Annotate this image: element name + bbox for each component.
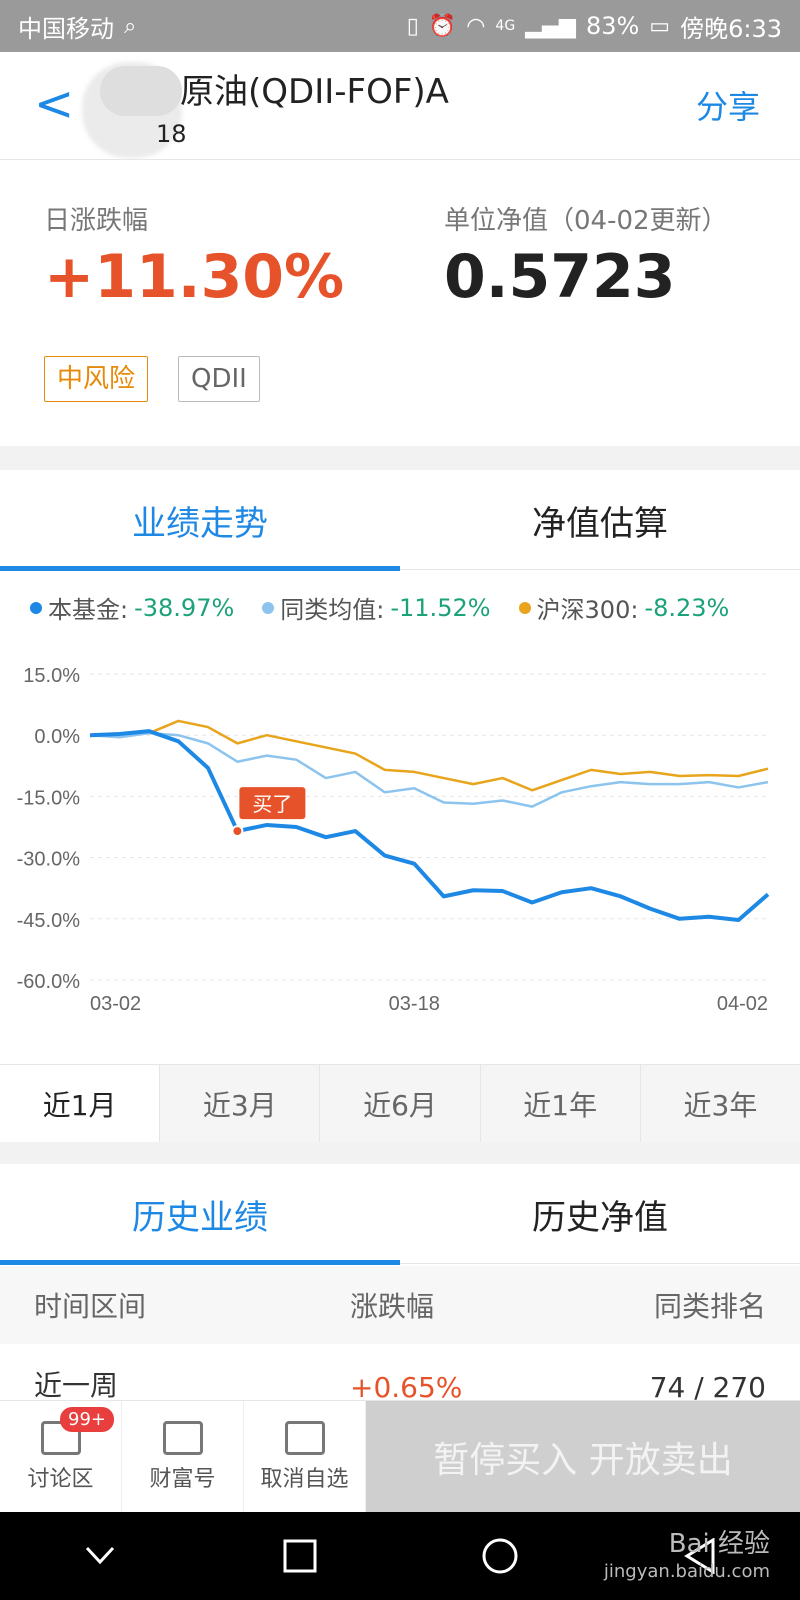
table-row[interactable]: 近一周 +0.65% 74 / 270 [0,1344,800,1404]
y-tick-label: 0.0% [34,726,80,748]
tab-history-performance[interactable]: 历史业绩 [0,1164,400,1265]
x-tick-label: 03-18 [389,993,440,1015]
tab-history-nav[interactable]: 历史净值 [532,1197,668,1238]
legend-value: -38.97% [134,593,235,622]
fund-summary: 日涨跌幅 +11.30% 单位净值（04-02更新） 0.5723 中风险 QD… [0,160,800,446]
row-rank: 74 / 270 [649,1371,766,1404]
nav-label: 单位净值（04-02更新） [444,206,728,236]
wifi-icon: ◠ [466,13,486,39]
buy-annotation-box [239,787,306,820]
carrier-name: 中国移动 [18,14,114,43]
x-tick-label: 03-02 [90,993,141,1015]
store-icon [162,1421,203,1455]
series-line-沪深300 [89,719,769,792]
status-bar: 中国移动 ⌕ ▯ ⏰ ◠ 4G ▂▄▆ 83% ▭ 傍晚6:33 [0,0,800,52]
series-line-本基金 [89,729,770,923]
search-icon: ⌕ [124,13,137,39]
history-card: 历史业绩 历史净值 时间区间 涨跌幅 同类排名 近一周 +0.65% 74 / … [0,1164,800,1404]
y-tick-label: -60.0% [17,971,81,993]
qdii-tag: QDII [178,356,260,402]
trade-button[interactable]: 暂停买入 开放卖出 [366,1401,800,1512]
daily-change-value: +11.30% [44,242,345,312]
range-1m[interactable]: 近1月 [0,1065,160,1142]
battery-icon: ▭ [649,13,671,39]
vibrate-icon: ▯ [406,13,419,39]
y-tick-label: -30.0% [17,849,81,871]
legend-name: 沪深300: [536,596,639,624]
discussion-label: 讨论区 [27,1467,94,1492]
chevron-down-icon[interactable] [80,1536,120,1576]
tab-nav-estimate[interactable]: 净值估算 [532,503,668,544]
unread-badge: 99+ [60,1407,114,1432]
range-selector: 近1月 近3月 近6月 近1年 近3年 [0,1064,800,1142]
unfavorite-label: 取消自选 [260,1467,349,1492]
baidu-watermark: Bai 经验 jingyan.baidu.com [604,1530,770,1586]
legend-dot [518,601,531,614]
buy-annotation-label: 买了 [252,792,292,816]
signal-icon: ▂▄▆ [525,13,576,39]
fund-title: 原油(QDII-FOF)A [180,72,449,112]
bottom-action-bar: 99+ 讨论区 财富号 取消自选 暂停买入 开放卖出 [0,1400,800,1513]
risk-tag: 中风险 [44,356,149,402]
table-header: 时间区间 涨跌幅 同类排名 [0,1266,800,1344]
nav-value: 0.5723 [444,242,676,312]
chart-tabs: 业绩走势 净值估算 [0,470,800,571]
range-3m[interactable]: 近3月 [159,1065,319,1142]
legend-item: 本基金: -38.97% [30,590,234,625]
chevron-left-icon[interactable]: < [34,76,75,132]
legend-value: -8.23% [644,593,730,622]
y-tick-label: 15.0% [23,665,80,687]
minus-box-icon [284,1421,325,1455]
triangle-back-icon[interactable] [680,1536,720,1576]
fund-code: 18 [156,120,187,148]
network-label: 4G [495,18,516,34]
share-button[interactable]: 分享 [695,88,760,126]
performance-chart[interactable]: 15.0% 0.0% -15.0% -30.0% -45.0% -60.0% 03-02 03… [0,660,800,1040]
performance-card: 业绩走势 净值估算 本基金: -38.97% 同类均值: -11.52% 沪深3… [0,470,800,1142]
range-6m[interactable]: 近6月 [319,1065,479,1142]
legend-dot [262,601,275,614]
tab-performance[interactable]: 业绩走势 [0,470,400,571]
header-change: 涨跌幅 [350,1290,435,1323]
legend-name: 同类均值: [280,596,385,624]
circle-icon[interactable] [480,1536,520,1576]
daily-change-label: 日涨跌幅 [44,206,149,236]
wealth-button[interactable]: 财富号 [122,1401,244,1513]
y-tick-label: -45.0% [17,910,81,932]
discussion-button[interactable]: 99+ 讨论区 [0,1401,122,1513]
y-tick-label: -15.0% [17,787,81,809]
watermark-line2: jingyan.baidu.com [603,1561,770,1582]
range-1y[interactable]: 近1年 [479,1065,640,1142]
buy-marker [231,825,244,838]
header-period: 时间区间 [34,1290,147,1323]
x-tick-label: 04-02 [717,993,768,1015]
page-header: < 原油(QDII-FOF)A 18 分享 [0,52,800,160]
range-3y[interactable]: 近3年 [639,1065,800,1142]
header-rank: 同类排名 [653,1290,766,1323]
legend-item: 沪深300: -8.23% [518,590,730,625]
row-change: +0.65% [350,1371,463,1404]
legend-item: 同类均值: -11.52% [262,590,491,625]
legend-dot [30,601,42,614]
history-tabs: 历史业绩 历史净值 [0,1164,800,1265]
wealth-label: 财富号 [149,1467,216,1492]
legend-value: -11.52% [390,593,491,622]
series-line-同类均值 [89,731,769,808]
battery-percent: 83% [585,12,640,40]
row-period: 近一周 [34,1369,119,1402]
chart-legend: 本基金: -38.97% 同类均值: -11.52% 沪深300: -8.23% [30,590,790,625]
legend-name: 本基金: [48,596,129,624]
clock: 傍晚6:33 [680,14,782,43]
system-nav-bar: Bai 经验 jingyan.baidu.com [0,1512,800,1600]
alarm-icon: ⏰ [428,13,457,39]
unfavorite-button[interactable]: 取消自选 [244,1401,366,1513]
redacted-area [100,66,182,116]
square-icon[interactable] [280,1536,320,1576]
watermark-line1: Bai 经验 [668,1529,770,1559]
